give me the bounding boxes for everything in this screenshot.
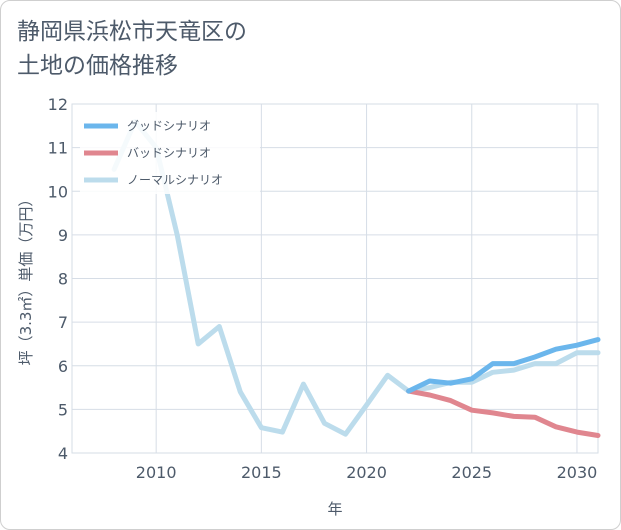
- x-tick-label: 2025: [451, 463, 492, 482]
- y-tick-label: 8: [58, 270, 68, 289]
- x-tick-label: 2020: [346, 463, 387, 482]
- series-line-2: [406, 388, 601, 438]
- series-line-3: [111, 118, 601, 437]
- title-line-2: 土地の価格推移: [17, 53, 178, 79]
- y-tick-label: 10: [48, 182, 68, 201]
- x-tick-label: 2030: [557, 463, 598, 482]
- series-line-1: [406, 337, 601, 394]
- legend-label-1: グッドシナリオ: [127, 119, 211, 133]
- y-axis-label: 坪（3.3㎡）単価（万円）: [17, 192, 35, 366]
- page-title: 静岡県浜松市天竜区の 土地の価格推移: [17, 15, 247, 83]
- y-tick-label: 4: [58, 444, 68, 463]
- grid: [71, 103, 599, 454]
- legend-label-2: バッドシナリオ: [127, 146, 211, 160]
- title-line-1: 静岡県浜松市天竜区の: [17, 19, 247, 45]
- y-tick-label: 12: [48, 95, 68, 114]
- y-tick-label: 6: [58, 357, 68, 376]
- series-lines: [111, 118, 601, 438]
- x-tick-label: 2010: [136, 463, 177, 482]
- x-axis-label: 年: [327, 500, 342, 518]
- y-tick-label: 5: [58, 400, 68, 419]
- y-axis-ticks: 4 5 6 7 8 9 10 11 12: [48, 95, 68, 463]
- y-tick-label: 11: [48, 139, 68, 158]
- legend-label-3: ノーマルシナリオ: [127, 173, 223, 187]
- x-axis-ticks: 2010 2015 2020 2025 2030: [136, 463, 598, 482]
- y-tick-label: 7: [58, 313, 68, 332]
- y-tick-label: 9: [58, 226, 68, 245]
- x-tick-label: 2015: [241, 463, 282, 482]
